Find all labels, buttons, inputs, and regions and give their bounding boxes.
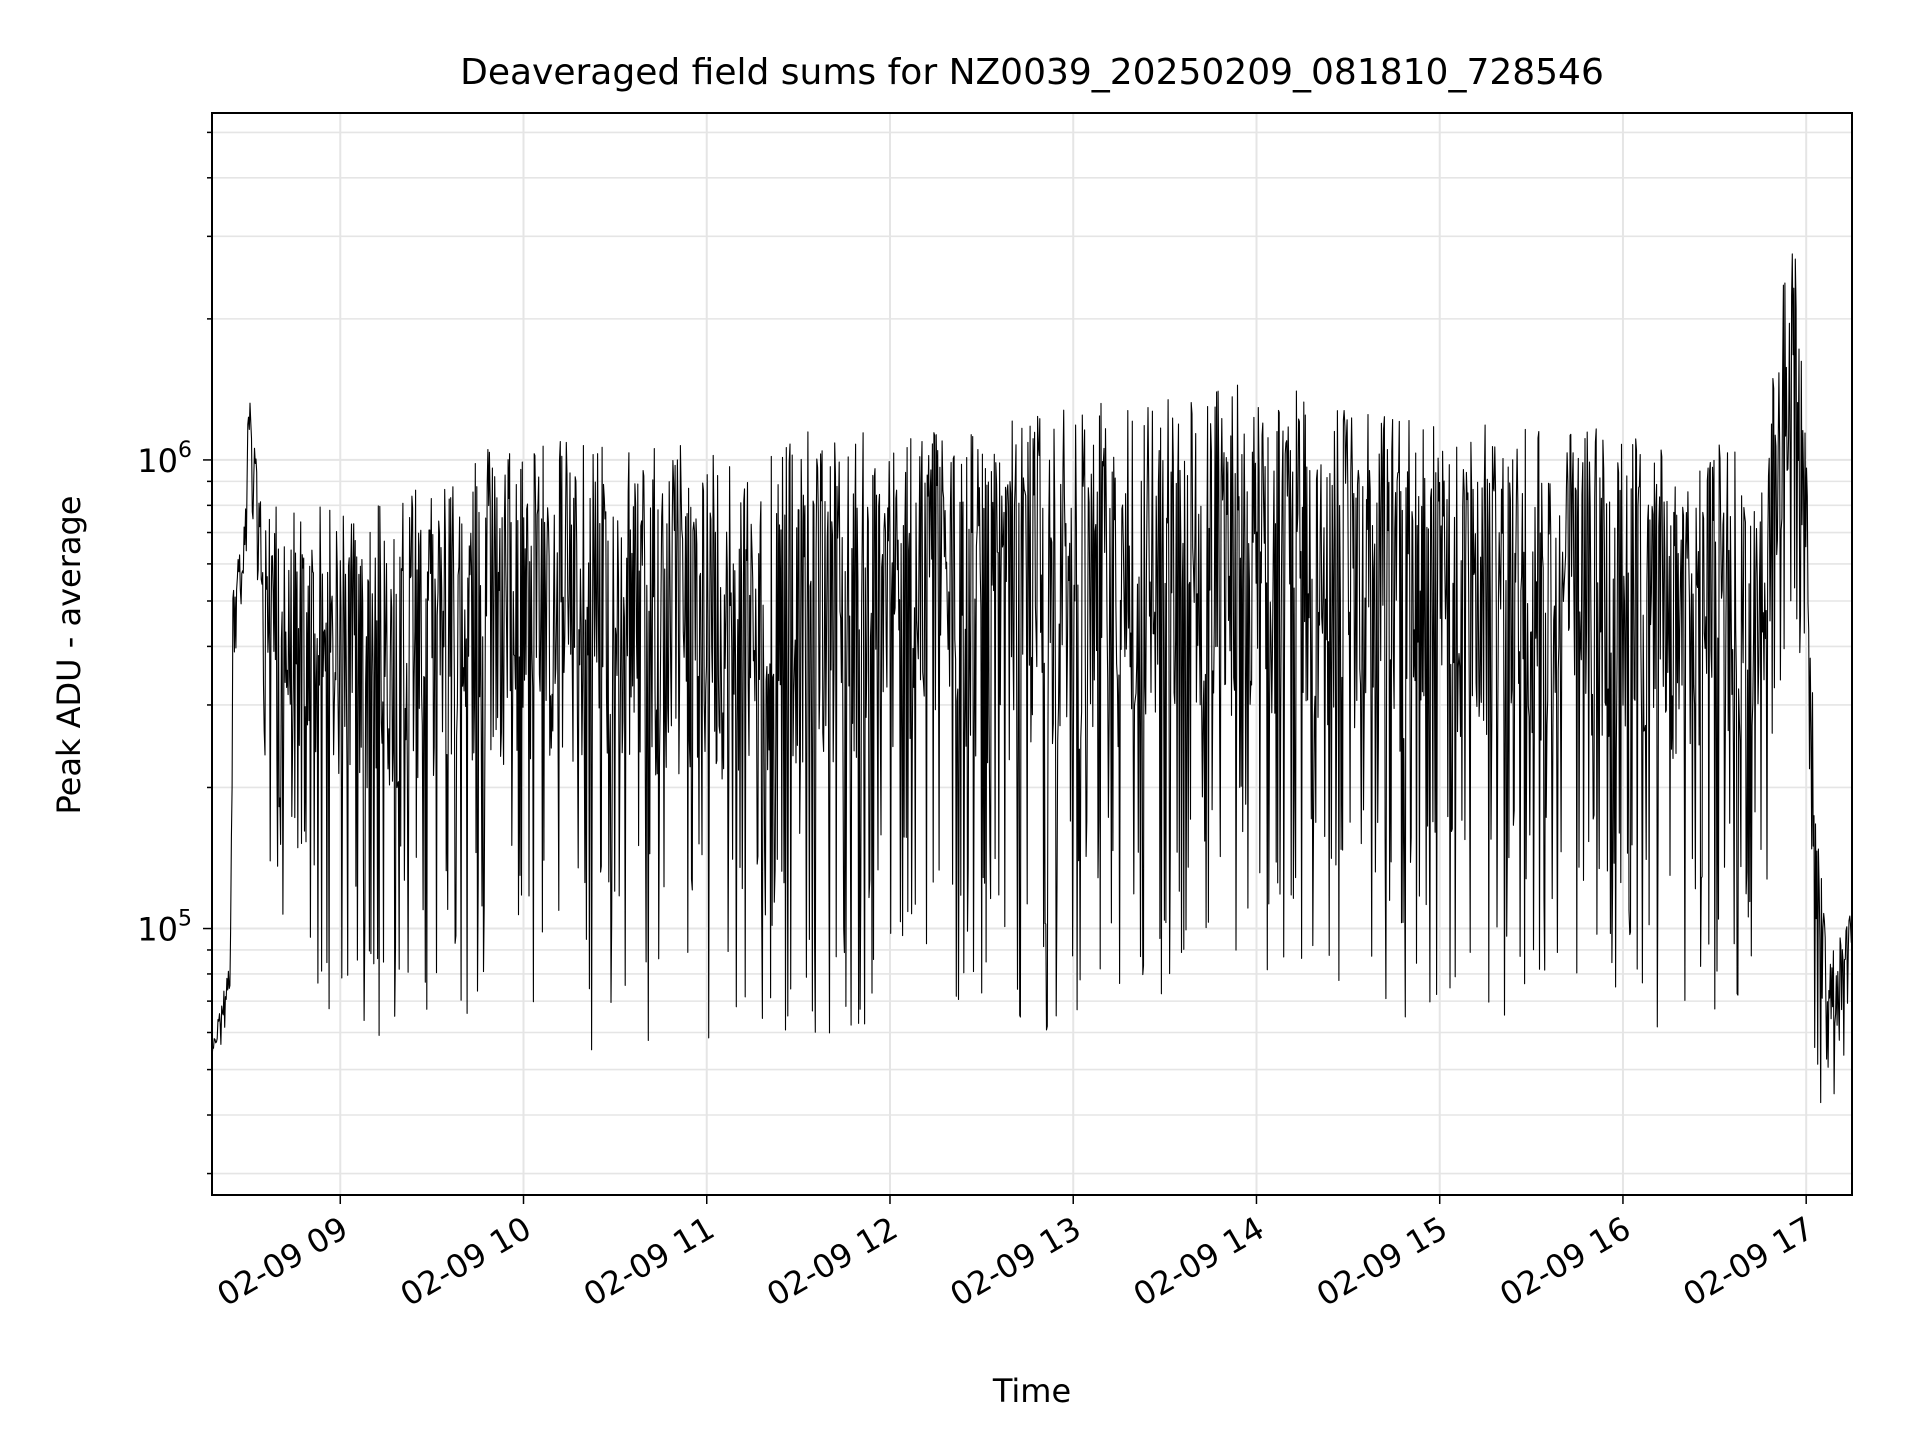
y-tick-label: 105 — [137, 907, 192, 949]
series-trace — [211, 253, 1853, 1104]
x-axis-label: Time — [992, 1372, 1071, 1410]
y-axis-ticks: 105 106 — [137, 131, 212, 1175]
chart-title: Deaveraged field sums for NZ0039_2025020… — [460, 52, 1604, 93]
series-line — [211, 253, 1853, 1104]
plot-frame — [211, 112, 1853, 1196]
y-axis-label: Peak ADU - average — [50, 496, 88, 815]
y-tick-label: 106 — [137, 438, 192, 480]
